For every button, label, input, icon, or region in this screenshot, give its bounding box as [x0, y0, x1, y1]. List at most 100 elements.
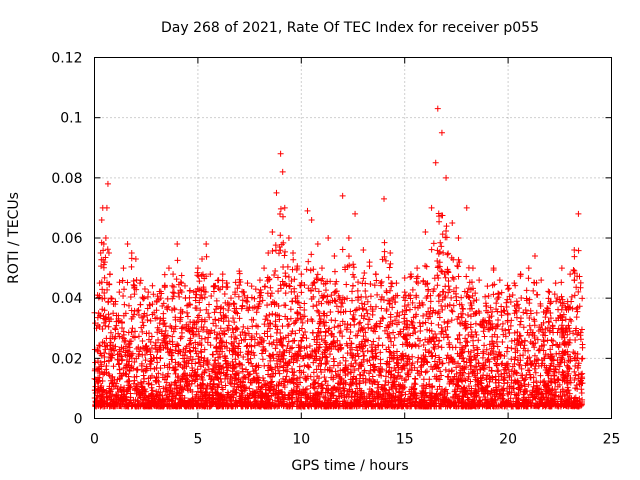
data-point [165, 370, 172, 377]
data-point [368, 348, 375, 355]
data-point [322, 287, 329, 294]
data-point [464, 311, 471, 318]
data-point [407, 274, 414, 281]
data-point [136, 348, 143, 355]
data-point [177, 279, 184, 286]
data-point [509, 291, 516, 298]
data-point [163, 304, 170, 311]
data-point [96, 343, 103, 350]
data-point [381, 248, 388, 255]
data-point [377, 360, 384, 367]
data-point [475, 337, 482, 344]
data-point [306, 343, 313, 350]
data-point [489, 308, 496, 315]
data-point [568, 317, 575, 324]
data-point [219, 283, 226, 290]
data-point [267, 284, 274, 291]
data-point [102, 322, 109, 329]
data-point [148, 333, 155, 340]
data-point [290, 256, 297, 263]
data-point [308, 251, 315, 258]
data-point [375, 381, 382, 388]
data-point [446, 286, 453, 293]
data-point [578, 326, 585, 333]
data-point [193, 391, 200, 398]
data-point [142, 388, 149, 395]
data-point [488, 367, 495, 374]
data-point [579, 341, 586, 348]
data-point [453, 284, 460, 291]
data-point [435, 321, 442, 328]
data-point [506, 374, 513, 381]
data-point [283, 373, 290, 380]
data-point [239, 302, 246, 309]
data-point [504, 344, 511, 351]
data-point [442, 366, 449, 373]
data-point [237, 332, 244, 339]
data-point [173, 276, 180, 283]
data-point [131, 291, 138, 298]
data-point [571, 253, 578, 260]
data-point [350, 261, 357, 268]
data-point [577, 336, 584, 343]
data-point [435, 263, 442, 270]
data-point [213, 322, 220, 329]
data-point [428, 320, 435, 327]
data-point [465, 396, 472, 403]
data-point [287, 306, 294, 313]
data-point [434, 247, 441, 254]
data-point [127, 293, 134, 300]
data-point [331, 268, 338, 275]
data-point [153, 377, 160, 384]
data-point [268, 290, 275, 297]
data-point [504, 379, 511, 386]
data-point [506, 293, 513, 300]
data-point [575, 247, 582, 254]
data-point [498, 361, 505, 368]
data-point [203, 385, 210, 392]
data-point [412, 342, 419, 349]
data-point [354, 332, 361, 339]
data-point [464, 339, 471, 346]
data-point [424, 293, 431, 300]
data-point [438, 372, 445, 379]
data-point [260, 347, 266, 354]
data-point [280, 239, 287, 246]
data-point [239, 328, 246, 335]
data-point [361, 352, 368, 359]
data-point [417, 328, 424, 335]
data-point [169, 282, 176, 289]
data-point [128, 338, 135, 345]
data-point [310, 280, 317, 287]
data-point [186, 348, 193, 355]
data-point [280, 281, 287, 288]
data-point [499, 320, 506, 327]
data-point [157, 355, 164, 362]
data-point [530, 287, 537, 294]
data-point [314, 307, 321, 314]
data-point [98, 263, 105, 270]
data-point [359, 280, 366, 287]
data-point [435, 250, 442, 257]
data-point [247, 355, 254, 362]
data-point [385, 274, 392, 281]
data-point [236, 282, 243, 289]
data-point [302, 328, 309, 335]
data-point [570, 267, 577, 274]
data-point [327, 308, 334, 315]
data-point [445, 289, 452, 296]
data-point [218, 379, 225, 386]
data-point [236, 315, 243, 322]
data-point [126, 378, 133, 385]
data-point [388, 280, 395, 287]
data-point [422, 369, 429, 376]
data-points [91, 105, 586, 410]
data-point [356, 371, 363, 378]
data-point [507, 322, 514, 329]
data-point [324, 293, 331, 300]
data-point [351, 321, 358, 328]
data-point [364, 347, 371, 354]
data-point [572, 337, 579, 344]
data-point [571, 277, 578, 284]
data-point [275, 303, 282, 310]
